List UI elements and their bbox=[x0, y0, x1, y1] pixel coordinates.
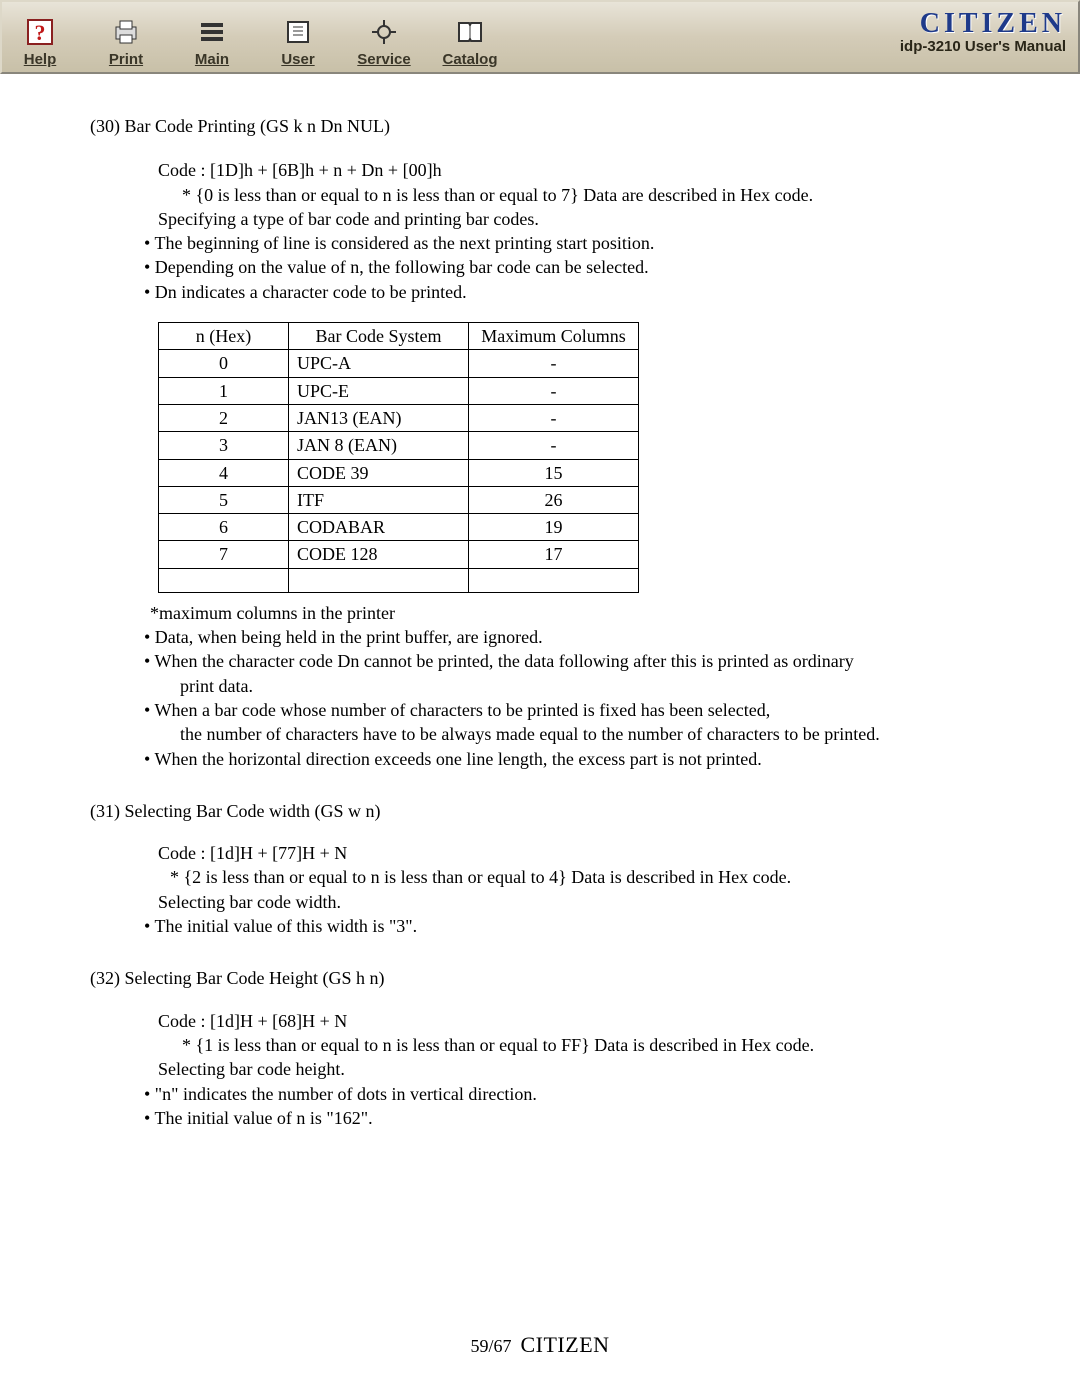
cell-n: 4 bbox=[159, 459, 289, 486]
s30-a3b: the number of characters have to be alwa… bbox=[90, 722, 990, 746]
s30-range: * {0 is less than or equal to n is less … bbox=[90, 183, 990, 207]
nav-service[interactable]: Service bbox=[354, 15, 414, 68]
nav-help[interactable]: ? Help bbox=[10, 15, 70, 68]
toolbar: ? Help Print Main User Service bbox=[0, 0, 1080, 74]
table-row: 0UPC-A- bbox=[159, 350, 639, 377]
cell-sys: UPC-E bbox=[289, 377, 469, 404]
s30-b3: • Dn indicates a character code to be pr… bbox=[90, 280, 990, 304]
cell-max: - bbox=[469, 350, 639, 377]
toolbar-brand-block: CITIZEN idp-3210 User's Manual bbox=[900, 8, 1066, 55]
cell-n: 3 bbox=[159, 432, 289, 459]
cell-sys: ITF bbox=[289, 486, 469, 513]
s30-heading: (30) Bar Code Printing (GS k n Dn NUL) bbox=[90, 114, 990, 138]
cell-max bbox=[469, 568, 639, 592]
s30-a4: • When the horizontal direction exceeds … bbox=[90, 747, 990, 771]
s32-b2: • The initial value of n is "162". bbox=[90, 1106, 990, 1130]
page-footer: 59/67 CITIZEN bbox=[90, 1330, 990, 1360]
user-icon bbox=[281, 15, 315, 49]
cell-n: 1 bbox=[159, 377, 289, 404]
cell-sys: CODABAR bbox=[289, 514, 469, 541]
nav-catalog-label: Catalog bbox=[442, 51, 497, 68]
cell-n bbox=[159, 568, 289, 592]
cell-n: 6 bbox=[159, 514, 289, 541]
manual-title: idp-3210 User's Manual bbox=[900, 38, 1066, 55]
page-number: 59/67 bbox=[470, 1336, 511, 1356]
s30-a1: • Data, when being held in the print buf… bbox=[90, 625, 990, 649]
nav-main[interactable]: Main bbox=[182, 15, 242, 68]
cell-max: - bbox=[469, 377, 639, 404]
s32-heading: (32) Selecting Bar Code Height (GS h n) bbox=[90, 966, 990, 990]
cell-n: 5 bbox=[159, 486, 289, 513]
table-row: 4CODE 3915 bbox=[159, 459, 639, 486]
cell-max: 26 bbox=[469, 486, 639, 513]
s31-code: Code : [1d]H + [77]H + N bbox=[90, 841, 990, 865]
nav-print[interactable]: Print bbox=[96, 15, 156, 68]
nav-user[interactable]: User bbox=[268, 15, 328, 68]
cell-n: 2 bbox=[159, 404, 289, 431]
nav-print-label: Print bbox=[109, 51, 143, 68]
cell-sys: JAN13 (EAN) bbox=[289, 404, 469, 431]
table-row bbox=[159, 568, 639, 592]
service-icon bbox=[367, 15, 401, 49]
th-n: n (Hex) bbox=[159, 323, 289, 350]
s31-range: * {2 is less than or equal to n is less … bbox=[90, 865, 990, 889]
table-row: 5ITF26 bbox=[159, 486, 639, 513]
toolbar-nav: ? Help Print Main User Service bbox=[10, 15, 500, 68]
table-row: 7CODE 12817 bbox=[159, 541, 639, 568]
cell-max: 15 bbox=[469, 459, 639, 486]
s30-code: Code : [1D]h + [6B]h + n + Dn + [00]h bbox=[90, 158, 990, 182]
print-icon bbox=[109, 15, 143, 49]
cell-sys: JAN 8 (EAN) bbox=[289, 432, 469, 459]
s30-a3: • When a bar code whose number of charac… bbox=[90, 698, 990, 722]
table-header-row: n (Hex) Bar Code System Maximum Columns bbox=[159, 323, 639, 350]
s30-b1: • The beginning of line is considered as… bbox=[90, 231, 990, 255]
cell-max: 19 bbox=[469, 514, 639, 541]
s31-desc: Selecting bar code width. bbox=[90, 890, 990, 914]
s30-note: *maximum columns in the printer bbox=[90, 601, 990, 625]
s32-range: * {1 is less than or equal to n is less … bbox=[90, 1033, 990, 1057]
th-max: Maximum Columns bbox=[469, 323, 639, 350]
main-icon bbox=[195, 15, 229, 49]
s30-a2b: print data. bbox=[90, 674, 990, 698]
nav-help-label: Help bbox=[24, 51, 57, 68]
cell-n: 0 bbox=[159, 350, 289, 377]
cell-sys: UPC-A bbox=[289, 350, 469, 377]
brand-logo: CITIZEN bbox=[900, 8, 1066, 40]
table-row: 2JAN13 (EAN)- bbox=[159, 404, 639, 431]
cell-sys: CODE 39 bbox=[289, 459, 469, 486]
table-row: 3JAN 8 (EAN)- bbox=[159, 432, 639, 459]
nav-main-label: Main bbox=[195, 51, 229, 68]
page-content: (30) Bar Code Printing (GS k n Dn NUL) C… bbox=[0, 74, 1080, 1400]
th-sys: Bar Code System bbox=[289, 323, 469, 350]
cell-max: - bbox=[469, 432, 639, 459]
s30-b2: • Depending on the value of n, the follo… bbox=[90, 255, 990, 279]
cell-sys: CODE 128 bbox=[289, 541, 469, 568]
s30-a2: • When the character code Dn cannot be p… bbox=[90, 649, 990, 673]
cell-n: 7 bbox=[159, 541, 289, 568]
svg-text:?: ? bbox=[35, 20, 46, 45]
table-row: 6CODABAR19 bbox=[159, 514, 639, 541]
nav-catalog[interactable]: Catalog bbox=[440, 15, 500, 68]
nav-user-label: User bbox=[281, 51, 314, 68]
s30-desc: Specifying a type of bar code and printi… bbox=[90, 207, 990, 231]
s31-b1: • The initial value of this width is "3"… bbox=[90, 914, 990, 938]
s32-b1: • "n" indicates the number of dots in ve… bbox=[90, 1082, 990, 1106]
cell-max: - bbox=[469, 404, 639, 431]
s32-code: Code : [1d]H + [68]H + N bbox=[90, 1009, 990, 1033]
nav-service-label: Service bbox=[357, 51, 410, 68]
barcode-table-wrap: n (Hex) Bar Code System Maximum Columns … bbox=[90, 322, 990, 593]
footer-brand: CITIZEN bbox=[520, 1332, 609, 1357]
table-row: 1UPC-E- bbox=[159, 377, 639, 404]
help-icon: ? bbox=[23, 15, 57, 49]
s32-desc: Selecting bar code height. bbox=[90, 1057, 990, 1081]
s31-heading: (31) Selecting Bar Code width (GS w n) bbox=[90, 799, 990, 823]
catalog-icon bbox=[453, 15, 487, 49]
barcode-table: n (Hex) Bar Code System Maximum Columns … bbox=[158, 322, 639, 593]
cell-sys bbox=[289, 568, 469, 592]
cell-max: 17 bbox=[469, 541, 639, 568]
